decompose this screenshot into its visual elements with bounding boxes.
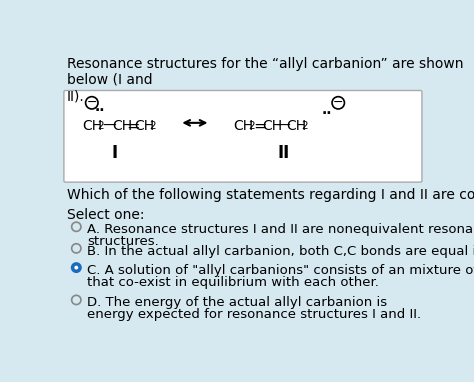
Text: 2: 2 (149, 121, 156, 131)
Text: Resonance structures for the “allyl carbanion” are shown below (I and
II).: Resonance structures for the “allyl carb… (67, 57, 464, 103)
Text: CH: CH (262, 119, 283, 133)
Text: ..: .. (321, 103, 332, 117)
Text: CH: CH (112, 119, 132, 133)
Text: A. Resonance structures I and II are nonequivalent resonance: A. Resonance structures I and II are non… (87, 223, 474, 236)
Text: =: = (127, 119, 140, 134)
Text: 2: 2 (301, 121, 308, 131)
FancyBboxPatch shape (64, 91, 422, 182)
Text: B. In the actual allyl carbanion, both C,C bonds are equal in length.: B. In the actual allyl carbanion, both C… (87, 244, 474, 257)
Text: —: — (103, 119, 117, 133)
Circle shape (74, 265, 78, 270)
Text: −: − (333, 96, 344, 109)
Text: =: = (253, 119, 266, 134)
Text: CH: CH (135, 119, 155, 133)
Text: Select one:: Select one: (67, 207, 145, 222)
Text: structures.: structures. (87, 235, 159, 248)
Text: 2: 2 (248, 121, 255, 131)
Text: Which of the following statements regarding I and II are correct?: Which of the following statements regard… (67, 188, 474, 202)
Text: CH: CH (234, 119, 254, 133)
Text: that co-exist in equilibrium with each other.: that co-exist in equilibrium with each o… (87, 276, 379, 289)
Text: C. A solution of "allyl carbanions" consists of an mixture of I and II: C. A solution of "allyl carbanions" cons… (87, 264, 474, 277)
Text: 2: 2 (97, 121, 104, 131)
Text: CH: CH (286, 119, 307, 133)
Text: I: I (112, 144, 118, 162)
Text: CH: CH (82, 119, 103, 133)
Text: energy expected for resonance structures I and II.: energy expected for resonance structures… (87, 308, 421, 321)
Text: II: II (278, 144, 290, 162)
Circle shape (72, 263, 81, 272)
Text: ..: .. (94, 100, 105, 114)
Text: —: — (276, 119, 290, 133)
Text: D. The energy of the actual allyl carbanion is: D. The energy of the actual allyl carban… (87, 296, 392, 309)
Text: −: − (87, 96, 97, 109)
